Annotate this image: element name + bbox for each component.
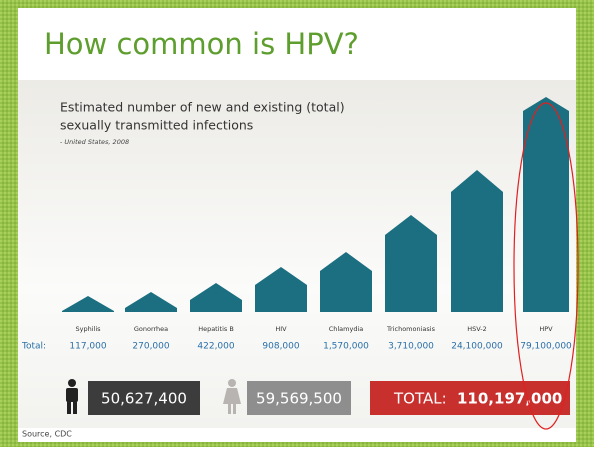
grand-total-box	[370, 381, 570, 415]
item-total: 79,100,000	[520, 342, 572, 352]
male-box	[88, 381, 200, 415]
female-total: 59,569,500	[256, 390, 342, 408]
total-label: Total:	[21, 342, 46, 352]
item-total: 24,100,000	[451, 342, 503, 352]
highlight-ellipse	[513, 102, 579, 430]
item-name: Trichomoniasis	[386, 325, 436, 333]
item-name: Gonorrhea	[134, 325, 168, 333]
house-bar	[385, 215, 437, 312]
grand-total: 110,197,000	[457, 390, 562, 408]
item-name: Chlamydia	[329, 325, 364, 333]
male-total: 50,627,400	[101, 390, 187, 408]
house-bar	[451, 170, 503, 312]
house-bar	[190, 283, 242, 312]
item-name: HIV	[275, 325, 287, 333]
info-title: sexually transmitted infections	[60, 118, 253, 133]
item-total: 422,000	[197, 342, 234, 352]
item-name: HPV	[539, 325, 553, 333]
house-bar	[320, 252, 372, 312]
info-subtitle: - United States, 2008	[60, 138, 129, 146]
slide-title: How common is HPV?	[44, 27, 359, 61]
item-name: Hepatitis B	[198, 325, 234, 333]
item-name: HSV-2	[467, 325, 487, 333]
items: Syphilis 117,000 Gonorrhea 270,000 Hepatitis…	[62, 97, 572, 352]
house-bar	[255, 267, 307, 312]
item-total: 3,710,000	[388, 342, 434, 352]
source: Source, CDC	[22, 430, 72, 439]
female-box	[247, 381, 351, 415]
item-total: 1,570,000	[323, 342, 369, 352]
item-total: 270,000	[132, 342, 169, 352]
house-bar	[125, 292, 177, 312]
house-bar	[62, 296, 114, 312]
male-icon	[66, 379, 78, 414]
item-total: 908,000	[262, 342, 299, 352]
grand-total-label: TOTAL:	[393, 390, 447, 408]
info-title: Estimated number of new and existing (to…	[60, 100, 345, 115]
item-total: 117,000	[69, 342, 106, 352]
house-bar	[523, 97, 569, 312]
female-icon	[223, 379, 241, 414]
item-name: Syphilis	[75, 325, 101, 333]
